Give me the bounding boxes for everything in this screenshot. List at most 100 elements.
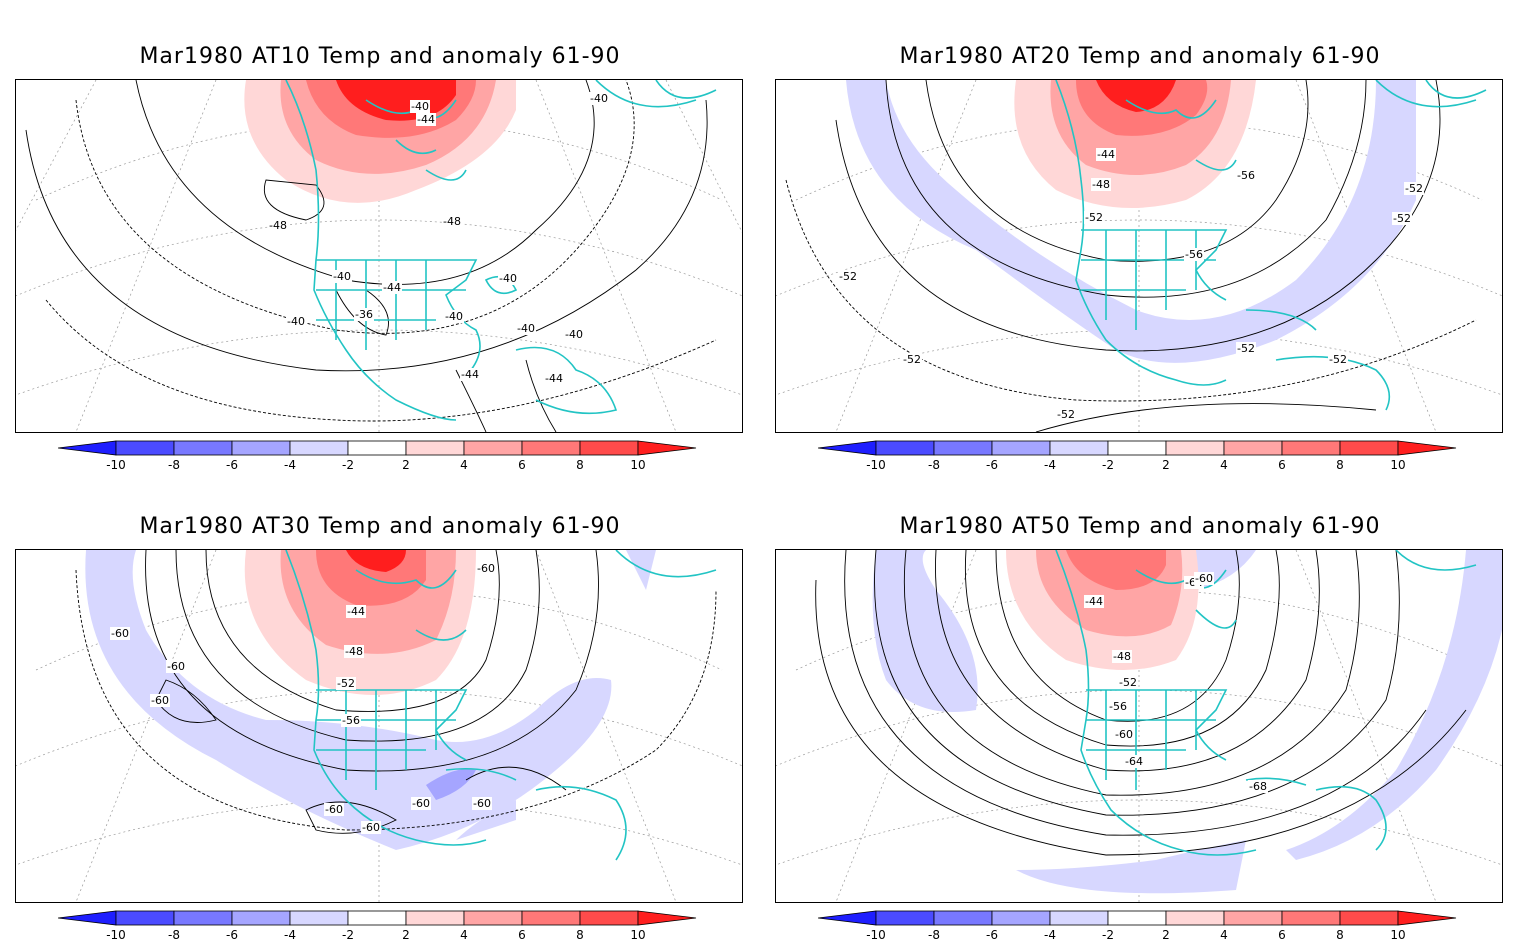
contour-label: -60 [151, 694, 169, 707]
contour-label: -52 [1119, 676, 1137, 689]
colorbar-tick-label: 2 [1162, 458, 1170, 470]
colorbar-swatch [991, 910, 1051, 926]
colorbar-tick-label: -8 [168, 928, 180, 940]
contours [785, 80, 1477, 432]
contour-label: -44 [1097, 148, 1115, 161]
contour-label: -56 [342, 714, 360, 727]
contour-label-bg [498, 272, 518, 285]
contour-label: -60 [1195, 572, 1213, 585]
contour-label-bg [1184, 248, 1204, 261]
panel-4-svg: -64 -60 -44 -48 -52 -56 -60 -64 -68 [776, 550, 1502, 902]
contour-label-bg [902, 353, 922, 366]
contour-label-bg [1108, 700, 1128, 713]
contour-label-bg [346, 605, 366, 618]
contour-label: -48 [345, 645, 363, 658]
contour-label: -44 [545, 372, 563, 385]
contour-label: -40 [517, 322, 535, 335]
colorbar-arrow-high [637, 440, 697, 456]
colorbar-tick-label: -4 [284, 928, 296, 940]
colorbar-tick-label: 10 [1390, 458, 1405, 470]
contour-label: -52 [1329, 353, 1347, 366]
colorbar-tick-label: 2 [402, 458, 410, 470]
colorbar-tick-label: -10 [866, 458, 886, 470]
colorbar-tick-label: -4 [1044, 928, 1056, 940]
panel-1-map: -40 -44 -40 -48 -48 -40 -44 -36 -40 -40 … [15, 79, 743, 433]
contour-label-bg [382, 281, 402, 294]
colorbar-swatch [1107, 440, 1167, 456]
colorbar-tick-label: 2 [402, 928, 410, 940]
colorbar-swatch [289, 910, 349, 926]
contour-label-bg [1124, 755, 1144, 768]
contour-label-bg [1328, 353, 1348, 366]
colorbar-tick-label: 4 [1220, 458, 1228, 470]
colorbar-swatch [1165, 910, 1225, 926]
contour-label: -48 [1092, 178, 1110, 191]
colorbar-tick-label: -6 [986, 458, 998, 470]
colorbar-tick-label: 2 [1162, 928, 1170, 940]
contour-label-bg [544, 372, 564, 385]
colorbar-swatch [521, 440, 581, 456]
contour-label: -48 [443, 215, 461, 228]
contour-label-bg [344, 645, 364, 658]
panel-1-title: Mar1980 AT10 Temp and anomaly 61-90 [139, 44, 621, 69]
colorbar-swatch [991, 440, 1051, 456]
contour-label-bg [516, 322, 536, 335]
colorbar-panel-1: -10 -8 -6 -4 -2 2 4 6 8 10 [58, 440, 697, 470]
contour-label: -44 [461, 368, 479, 381]
contour-label: -60 [111, 627, 129, 640]
colorbar-swatch [1049, 440, 1109, 456]
contour-label: -48 [269, 219, 287, 232]
contour-label-bg [1114, 728, 1134, 741]
contour-label-bg [1084, 211, 1104, 224]
contour-label-bg [444, 310, 464, 323]
colorbar-tick-label: 6 [518, 928, 526, 940]
contour-label-bg [564, 328, 584, 341]
colorbar-swatch [115, 910, 175, 926]
panel-2-svg: -44 -48 -52 -56 -56 -52 -52 -52 -52 -52 … [776, 80, 1502, 432]
colorbar-tick-label: -6 [986, 928, 998, 940]
colorbar-tick-label: 8 [576, 458, 584, 470]
contour-label-bg [1236, 169, 1256, 182]
colorbar-tick-label: 6 [518, 458, 526, 470]
panel-4-map: -64 -60 -44 -48 -52 -56 -60 -64 -68 [775, 549, 1503, 903]
contour-label-bg [341, 714, 361, 727]
contour-label: -40 [590, 92, 608, 105]
colorbar-tick-label: -4 [284, 458, 296, 470]
panel-2-title: Mar1980 AT20 Temp and anomaly 61-90 [899, 44, 1381, 69]
contour-label: -40 [445, 310, 463, 323]
contour-label-bg [336, 677, 356, 690]
contour-label-bg [361, 821, 381, 834]
colorbar-tick-label: -8 [168, 458, 180, 470]
colorbar-tick-label: -6 [226, 458, 238, 470]
colorbar-swatch [347, 910, 407, 926]
colorbar-swatch [231, 910, 291, 926]
contour-label-bg [416, 113, 436, 126]
contour-label: -52 [1085, 211, 1103, 224]
panel-3-title: Mar1980 AT30 Temp and anomaly 61-90 [139, 514, 621, 539]
colorbar-tick-label: -4 [1044, 458, 1056, 470]
colorbar-tick-label: 10 [630, 458, 645, 470]
contour-label: -52 [1057, 408, 1075, 421]
contour-label: -60 [473, 797, 491, 810]
contour-label-bg [476, 562, 496, 575]
contour-labels: -64 -60 -44 -48 -52 -56 -60 -64 -68 [1084, 572, 1268, 793]
contour-label-bg [1091, 178, 1111, 191]
contour-label: -40 [333, 270, 351, 283]
contour-label-bg [410, 100, 430, 113]
contour-label: -60 [325, 803, 343, 816]
contour-label-bg [286, 315, 306, 328]
contour-labels: -44 -48 -52 -56 -56 -52 -52 -52 -52 -52 … [838, 148, 1424, 421]
contour-label: -60 [1115, 728, 1133, 741]
contour-label: -52 [337, 677, 355, 690]
colorbar-tick-label: 10 [1390, 928, 1405, 940]
panel-4-title: Mar1980 AT50 Temp and anomaly 61-90 [899, 514, 1381, 539]
contour-label: -40 [565, 328, 583, 341]
contour-label-bg [110, 627, 130, 640]
contour-label: -60 [167, 660, 185, 673]
colorbar-tick-label: -10 [866, 928, 886, 940]
colorbar-arrow-high [1397, 440, 1457, 456]
colorbar-arrow-high [637, 910, 697, 926]
colorbar-tick-label: 6 [1278, 458, 1286, 470]
contour-label-bg [1194, 572, 1214, 585]
contour-label-bg [150, 694, 170, 707]
